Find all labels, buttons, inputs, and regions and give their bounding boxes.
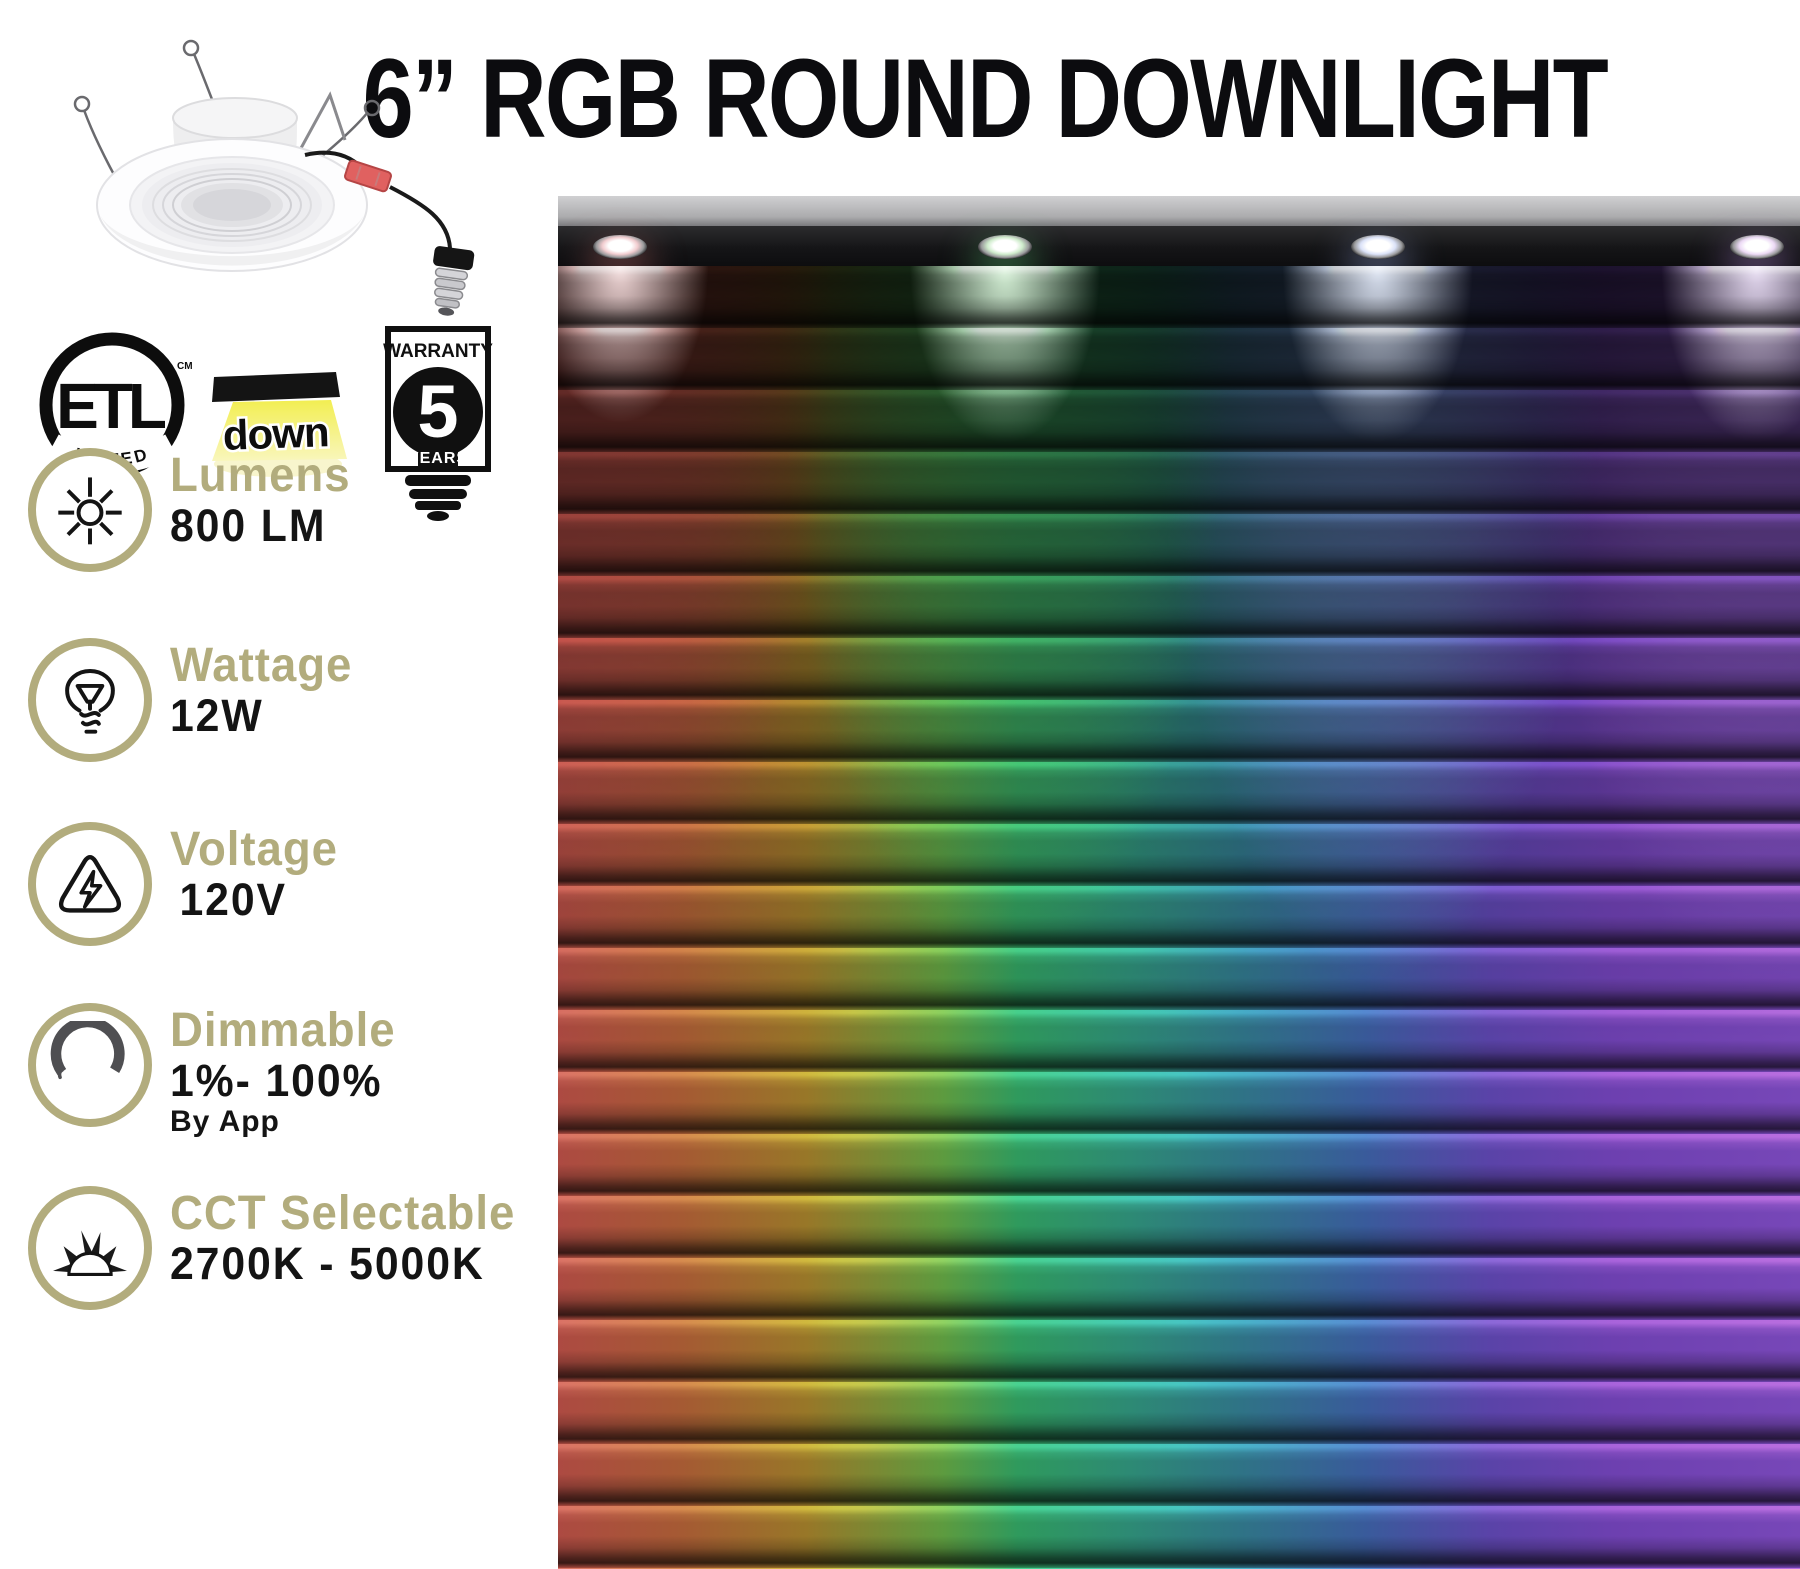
warranty-bulb-base (405, 475, 471, 521)
spec-label: Voltage (170, 823, 338, 876)
warranty-heading: WARRANTY (383, 341, 493, 362)
warranty-5-years-badge: WARRANTY 5 YEARS (383, 326, 493, 521)
etl-letters: ETL (56, 370, 166, 442)
sun-icon (28, 448, 152, 572)
spec-note: By App (170, 1105, 280, 1139)
recessed-downlight-green (978, 235, 1033, 259)
dimmer-knob-icon (28, 1003, 152, 1127)
spec-value: 800 LM (170, 499, 327, 551)
warranty-bulb-neck (418, 441, 458, 466)
ribbed-wall (558, 266, 1800, 1569)
spec-value: 1%- 100% (170, 1054, 383, 1106)
spec-label: CCT Selectable (170, 1187, 516, 1240)
etl-listed-badge: ETL CM LISTED (39, 332, 193, 478)
spec-voltage: Voltage 120V (28, 822, 347, 946)
recessed-downlight-blue (1350, 235, 1405, 259)
down-light-cone (212, 400, 347, 461)
warranty-bulb (393, 367, 483, 457)
down-fixture-bar (212, 372, 340, 402)
ceiling-fascia (558, 196, 1800, 226)
downlight-product-photo (73, 39, 475, 316)
spec-value: 12W (170, 689, 264, 741)
light-bulb-icon (28, 638, 152, 762)
spec-wattage: Wattage 12W (28, 638, 362, 762)
quick-connector (344, 159, 392, 193)
trim-baffle (96, 138, 368, 272)
adapter-wire (389, 185, 452, 249)
recessed-downlight-red (593, 235, 648, 259)
application-photo (558, 196, 1800, 1569)
page-title-text: 6” RGB ROUND DOWNLIGHT (362, 36, 1609, 161)
spec-label: Wattage (170, 639, 353, 692)
warranty-unit: YEARS (408, 450, 468, 467)
warranty-number: 5 (417, 370, 458, 453)
e26-screw-adapter (433, 246, 475, 316)
recessed-downlight-purple (1729, 235, 1784, 259)
spec-value: 120V (179, 873, 287, 925)
down-label: down (222, 408, 329, 459)
spec-lumens: Lumens 800 LM (28, 448, 360, 572)
high-voltage-icon (28, 822, 152, 946)
spec-dimmable: Dimmable 1%- 100% By App (28, 1003, 407, 1140)
spec-label: Dimmable (170, 1004, 396, 1057)
spec-cct-selectable: CCT Selectable 2700K - 5000K (28, 1186, 533, 1310)
page-title: 6” RGB ROUND DOWNLIGHT (170, 34, 1800, 163)
ceiling-soffit (558, 226, 1800, 266)
spec-label: Lumens (170, 449, 351, 502)
spec-value: 2700K - 5000K (170, 1237, 485, 1289)
etl-cm: CM (177, 361, 193, 372)
downlight-badge: down (212, 372, 347, 477)
sunrise-icon (28, 1186, 152, 1310)
